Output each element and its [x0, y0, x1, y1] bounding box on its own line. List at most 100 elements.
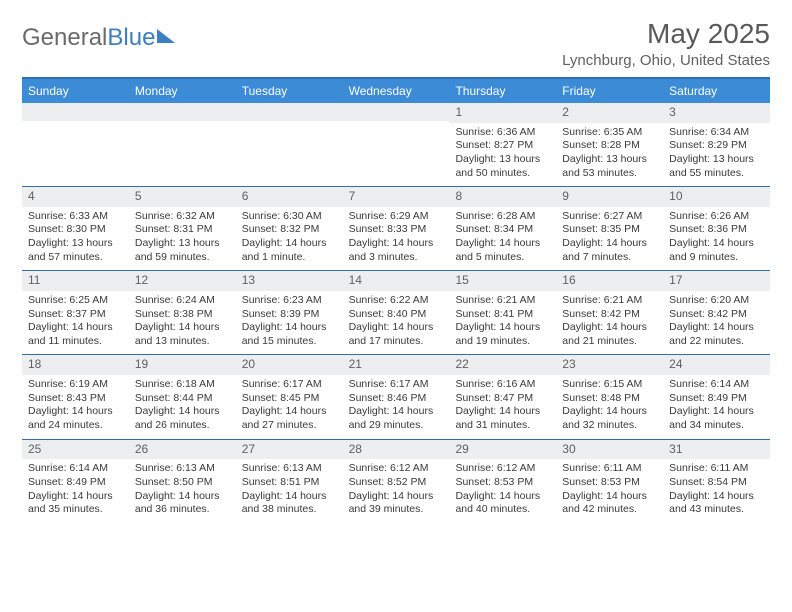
day-cell: 26Sunrise: 6:13 AMSunset: 8:50 PMDayligh…: [129, 440, 236, 523]
sunset-text: Sunset: 8:36 PM: [669, 223, 764, 237]
day-cell: 9Sunrise: 6:27 AMSunset: 8:35 PMDaylight…: [556, 187, 663, 270]
day-number: 2: [556, 103, 663, 123]
day-info: Sunrise: 6:29 AMSunset: 8:33 PMDaylight:…: [343, 207, 450, 271]
sunset-text: Sunset: 8:41 PM: [455, 308, 550, 322]
day-cell: 5Sunrise: 6:32 AMSunset: 8:31 PMDaylight…: [129, 187, 236, 270]
daylight-text: and 53 minutes.: [562, 167, 657, 181]
day-info: Sunrise: 6:11 AMSunset: 8:54 PMDaylight:…: [663, 459, 770, 523]
sunrise-text: Sunrise: 6:30 AM: [242, 210, 337, 224]
sunset-text: Sunset: 8:32 PM: [242, 223, 337, 237]
daylight-text: and 50 minutes.: [455, 167, 550, 181]
daylight-text: and 26 minutes.: [135, 419, 230, 433]
day-cell: 21Sunrise: 6:17 AMSunset: 8:46 PMDayligh…: [343, 355, 450, 438]
daylight-text: and 31 minutes.: [455, 419, 550, 433]
sunset-text: Sunset: 8:52 PM: [349, 476, 444, 490]
location-subtitle: Lynchburg, Ohio, United States: [562, 52, 770, 69]
day-cell: [129, 103, 236, 186]
day-cell: 15Sunrise: 6:21 AMSunset: 8:41 PMDayligh…: [449, 271, 556, 354]
daylight-text: Daylight: 14 hours: [242, 321, 337, 335]
sunset-text: Sunset: 8:49 PM: [669, 392, 764, 406]
day-number: 19: [129, 355, 236, 375]
daylight-text: and 24 minutes.: [28, 419, 123, 433]
day-number: 1: [449, 103, 556, 123]
sunset-text: Sunset: 8:27 PM: [455, 139, 550, 153]
sunset-text: Sunset: 8:44 PM: [135, 392, 230, 406]
daylight-text: and 42 minutes.: [562, 503, 657, 517]
daylight-text: and 57 minutes.: [28, 251, 123, 265]
sunrise-text: Sunrise: 6:13 AM: [242, 462, 337, 476]
day-info: Sunrise: 6:14 AMSunset: 8:49 PMDaylight:…: [22, 459, 129, 523]
sunrise-text: Sunrise: 6:11 AM: [562, 462, 657, 476]
sunrise-text: Sunrise: 6:29 AM: [349, 210, 444, 224]
sunset-text: Sunset: 8:37 PM: [28, 308, 123, 322]
daylight-text: and 3 minutes.: [349, 251, 444, 265]
day-info: Sunrise: 6:12 AMSunset: 8:52 PMDaylight:…: [343, 459, 450, 523]
day-info: Sunrise: 6:25 AMSunset: 8:37 PMDaylight:…: [22, 291, 129, 355]
day-cell: [236, 103, 343, 186]
day-number: 10: [663, 187, 770, 207]
sunset-text: Sunset: 8:39 PM: [242, 308, 337, 322]
day-number: [22, 103, 129, 121]
day-number: 7: [343, 187, 450, 207]
daylight-text: Daylight: 14 hours: [562, 405, 657, 419]
sunrise-text: Sunrise: 6:34 AM: [669, 126, 764, 140]
sunset-text: Sunset: 8:46 PM: [349, 392, 444, 406]
day-number: 14: [343, 271, 450, 291]
daylight-text: Daylight: 14 hours: [669, 405, 764, 419]
sunrise-text: Sunrise: 6:11 AM: [669, 462, 764, 476]
daylight-text: Daylight: 13 hours: [562, 153, 657, 167]
logo: GeneralBlue: [22, 24, 175, 52]
daylight-text: Daylight: 14 hours: [349, 321, 444, 335]
sunset-text: Sunset: 8:49 PM: [28, 476, 123, 490]
day-cell: 16Sunrise: 6:21 AMSunset: 8:42 PMDayligh…: [556, 271, 663, 354]
day-number: [236, 103, 343, 121]
day-info: Sunrise: 6:13 AMSunset: 8:51 PMDaylight:…: [236, 459, 343, 523]
sunset-text: Sunset: 8:42 PM: [562, 308, 657, 322]
day-info: Sunrise: 6:34 AMSunset: 8:29 PMDaylight:…: [663, 123, 770, 187]
day-cell: 3Sunrise: 6:34 AMSunset: 8:29 PMDaylight…: [663, 103, 770, 186]
day-number: 11: [22, 271, 129, 291]
daylight-text: and 15 minutes.: [242, 335, 337, 349]
daylight-text: and 43 minutes.: [669, 503, 764, 517]
sunrise-text: Sunrise: 6:17 AM: [349, 378, 444, 392]
day-cell: 11Sunrise: 6:25 AMSunset: 8:37 PMDayligh…: [22, 271, 129, 354]
daylight-text: and 40 minutes.: [455, 503, 550, 517]
sunrise-text: Sunrise: 6:28 AM: [455, 210, 550, 224]
sunrise-text: Sunrise: 6:22 AM: [349, 294, 444, 308]
day-info: Sunrise: 6:28 AMSunset: 8:34 PMDaylight:…: [449, 207, 556, 271]
daylight-text: Daylight: 14 hours: [135, 405, 230, 419]
day-number: 8: [449, 187, 556, 207]
day-info: Sunrise: 6:15 AMSunset: 8:48 PMDaylight:…: [556, 375, 663, 439]
day-number: 26: [129, 440, 236, 460]
sunrise-text: Sunrise: 6:13 AM: [135, 462, 230, 476]
page-title: May 2025: [562, 18, 770, 50]
day-number: 13: [236, 271, 343, 291]
daylight-text: and 7 minutes.: [562, 251, 657, 265]
daylight-text: Daylight: 14 hours: [455, 237, 550, 251]
sunrise-text: Sunrise: 6:35 AM: [562, 126, 657, 140]
day-info: Sunrise: 6:24 AMSunset: 8:38 PMDaylight:…: [129, 291, 236, 355]
day-info: Sunrise: 6:11 AMSunset: 8:53 PMDaylight:…: [556, 459, 663, 523]
daylight-text: and 11 minutes.: [28, 335, 123, 349]
sunset-text: Sunset: 8:33 PM: [349, 223, 444, 237]
sunset-text: Sunset: 8:29 PM: [669, 139, 764, 153]
daylight-text: and 29 minutes.: [349, 419, 444, 433]
day-number: [343, 103, 450, 121]
day-number: 27: [236, 440, 343, 460]
sunset-text: Sunset: 8:42 PM: [669, 308, 764, 322]
calendar: Sunday Monday Tuesday Wednesday Thursday…: [22, 77, 770, 523]
day-info: Sunrise: 6:27 AMSunset: 8:35 PMDaylight:…: [556, 207, 663, 271]
daylight-text: Daylight: 14 hours: [135, 321, 230, 335]
day-cell: 25Sunrise: 6:14 AMSunset: 8:49 PMDayligh…: [22, 440, 129, 523]
day-number: 15: [449, 271, 556, 291]
day-info: Sunrise: 6:17 AMSunset: 8:46 PMDaylight:…: [343, 375, 450, 439]
daylight-text: Daylight: 14 hours: [349, 490, 444, 504]
weekday-tue: Tuesday: [236, 79, 343, 103]
daylight-text: Daylight: 13 hours: [28, 237, 123, 251]
sunset-text: Sunset: 8:48 PM: [562, 392, 657, 406]
day-info: Sunrise: 6:21 AMSunset: 8:42 PMDaylight:…: [556, 291, 663, 355]
week-row: 25Sunrise: 6:14 AMSunset: 8:49 PMDayligh…: [22, 439, 770, 523]
daylight-text: Daylight: 14 hours: [455, 490, 550, 504]
day-cell: 27Sunrise: 6:13 AMSunset: 8:51 PMDayligh…: [236, 440, 343, 523]
daylight-text: Daylight: 14 hours: [349, 237, 444, 251]
